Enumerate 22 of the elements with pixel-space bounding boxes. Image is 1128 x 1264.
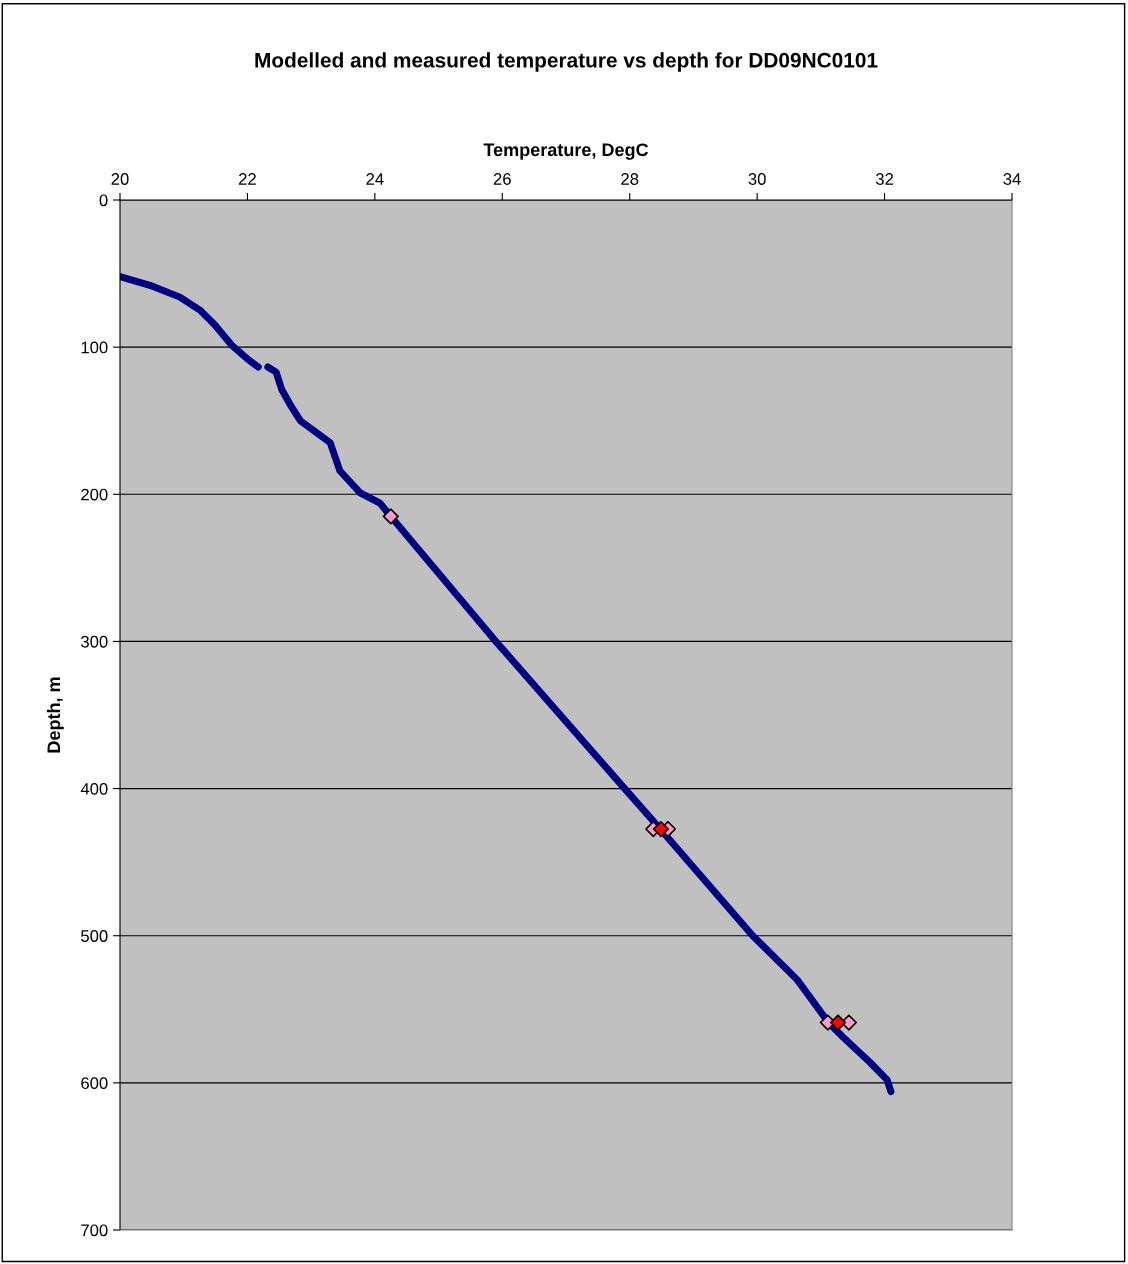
y-tick-label: 300: [81, 635, 108, 648]
x-tick-label: 24: [366, 173, 384, 185]
x-tick-label: 20: [111, 173, 129, 185]
y-tick-label: 500: [81, 930, 108, 942]
y-tick-label: 600: [81, 1077, 108, 1090]
y-tick-label: 400: [80, 782, 108, 795]
y-tick-label: 200: [81, 488, 108, 501]
x-axis-title: Temperature, DegC: [483, 143, 649, 160]
x-tick-label: 34: [1003, 173, 1021, 185]
chart-title: Modelled and measured temperature vs depth for DD09NC0101: [255, 52, 878, 72]
point: [382, 508, 399, 525]
x-tick-label: 26: [493, 173, 511, 185]
x-tick-label: 30: [748, 173, 766, 185]
x-tick-label: 28: [621, 173, 639, 185]
y-tick-label: 700: [81, 1224, 108, 1237]
y-tick-label: 0: [99, 194, 108, 207]
y-tick-label: 100: [81, 341, 108, 354]
y-axis-title: Depth, m: [46, 677, 64, 753]
x-tick-label: 32: [875, 173, 893, 185]
x-tick-label: 22: [239, 173, 256, 185]
point: [829, 1014, 847, 1031]
point: [652, 820, 670, 838]
